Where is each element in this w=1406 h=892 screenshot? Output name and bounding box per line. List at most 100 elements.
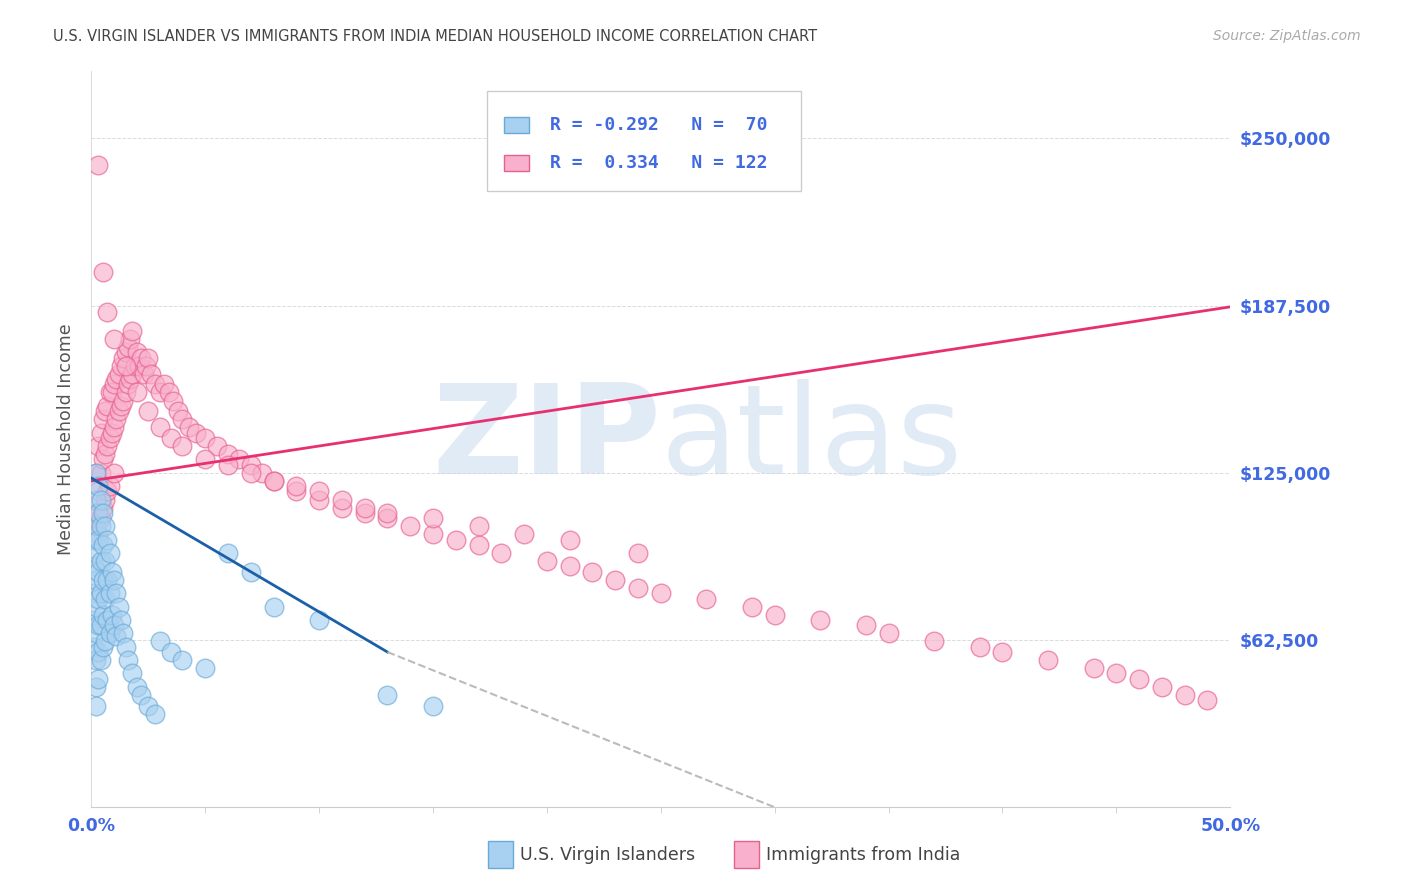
- Point: [94, 634, 117, 648]
- Point: [105, 372, 128, 386]
- Text: U.S. VIRGIN ISLANDER VS IMMIGRANTS FROM INDIA MEDIAN HOUSEHOLD INCOME CORRELATIO: U.S. VIRGIN ISLANDER VS IMMIGRANTS FROM …: [53, 29, 817, 44]
- Point: [103, 573, 125, 587]
- Point: [87, 527, 110, 541]
- Point: [87, 484, 110, 499]
- Point: [330, 500, 353, 515]
- Point: [121, 367, 143, 381]
- Point: [138, 404, 160, 418]
- Point: [103, 466, 125, 480]
- Point: [87, 158, 110, 172]
- Point: [103, 377, 125, 392]
- Point: [110, 399, 132, 413]
- Point: [124, 359, 146, 373]
- Point: [84, 492, 107, 507]
- Point: [98, 385, 121, 400]
- Point: [101, 385, 124, 400]
- Point: [808, 613, 831, 627]
- Point: [125, 680, 148, 694]
- Point: [84, 573, 107, 587]
- Point: [84, 698, 107, 713]
- Point: [1105, 666, 1128, 681]
- FancyBboxPatch shape: [486, 91, 801, 191]
- Point: [84, 546, 107, 560]
- Point: [125, 385, 148, 400]
- Y-axis label: Median Household Income: Median Household Income: [56, 324, 75, 555]
- Point: [125, 345, 148, 359]
- Point: [605, 573, 627, 587]
- Point: [114, 385, 136, 400]
- Point: [105, 412, 128, 426]
- Point: [922, 634, 945, 648]
- Point: [87, 618, 110, 632]
- Point: [285, 479, 308, 493]
- Point: [89, 519, 111, 533]
- Point: [1174, 688, 1197, 702]
- Point: [91, 506, 114, 520]
- Bar: [503, 117, 529, 133]
- Point: [91, 500, 114, 515]
- Point: [877, 626, 900, 640]
- Point: [353, 506, 375, 520]
- Point: [285, 484, 308, 499]
- Point: [107, 367, 129, 381]
- Point: [101, 607, 124, 622]
- Point: [1150, 680, 1173, 694]
- Point: [131, 688, 153, 702]
- Point: [105, 586, 128, 600]
- Point: [239, 565, 262, 579]
- Point: [98, 626, 121, 640]
- Text: atlas: atlas: [661, 379, 963, 500]
- Point: [94, 404, 117, 418]
- Point: [84, 466, 107, 480]
- Point: [650, 586, 672, 600]
- Point: [84, 519, 107, 533]
- Point: [101, 565, 124, 579]
- Point: [194, 452, 217, 467]
- Point: [138, 698, 160, 713]
- Point: [263, 474, 285, 488]
- Point: [353, 500, 375, 515]
- Point: [87, 565, 110, 579]
- Point: [558, 533, 581, 547]
- Text: ZIP: ZIP: [432, 379, 661, 500]
- Point: [377, 506, 399, 520]
- Text: R =  0.334   N = 122: R = 0.334 N = 122: [550, 154, 768, 172]
- Point: [627, 581, 650, 595]
- Point: [107, 599, 129, 614]
- Point: [87, 506, 110, 520]
- Bar: [503, 155, 529, 171]
- Point: [217, 447, 239, 461]
- Point: [89, 618, 111, 632]
- Point: [96, 533, 118, 547]
- Point: [581, 565, 603, 579]
- Point: [89, 554, 111, 568]
- Point: [84, 506, 107, 520]
- Text: Source: ZipAtlas.com: Source: ZipAtlas.com: [1213, 29, 1361, 43]
- Point: [131, 351, 153, 365]
- Point: [217, 458, 239, 472]
- Point: [87, 591, 110, 606]
- Point: [110, 359, 132, 373]
- Point: [84, 653, 107, 667]
- Point: [120, 372, 142, 386]
- Point: [96, 484, 118, 499]
- Point: [91, 265, 114, 279]
- Point: [128, 359, 150, 373]
- Point: [91, 640, 114, 654]
- Point: [132, 367, 155, 381]
- Point: [855, 618, 877, 632]
- Point: [91, 452, 114, 467]
- Point: [162, 393, 184, 408]
- Point: [467, 519, 489, 533]
- Point: [103, 420, 125, 434]
- Point: [117, 653, 139, 667]
- Point: [422, 511, 444, 525]
- Point: [105, 629, 128, 643]
- Point: [194, 661, 217, 675]
- Point: [153, 377, 176, 392]
- Point: [194, 431, 217, 445]
- Text: R = -0.292   N =  70: R = -0.292 N = 70: [550, 116, 768, 134]
- Point: [513, 527, 536, 541]
- Point: [117, 377, 139, 392]
- Point: [96, 613, 118, 627]
